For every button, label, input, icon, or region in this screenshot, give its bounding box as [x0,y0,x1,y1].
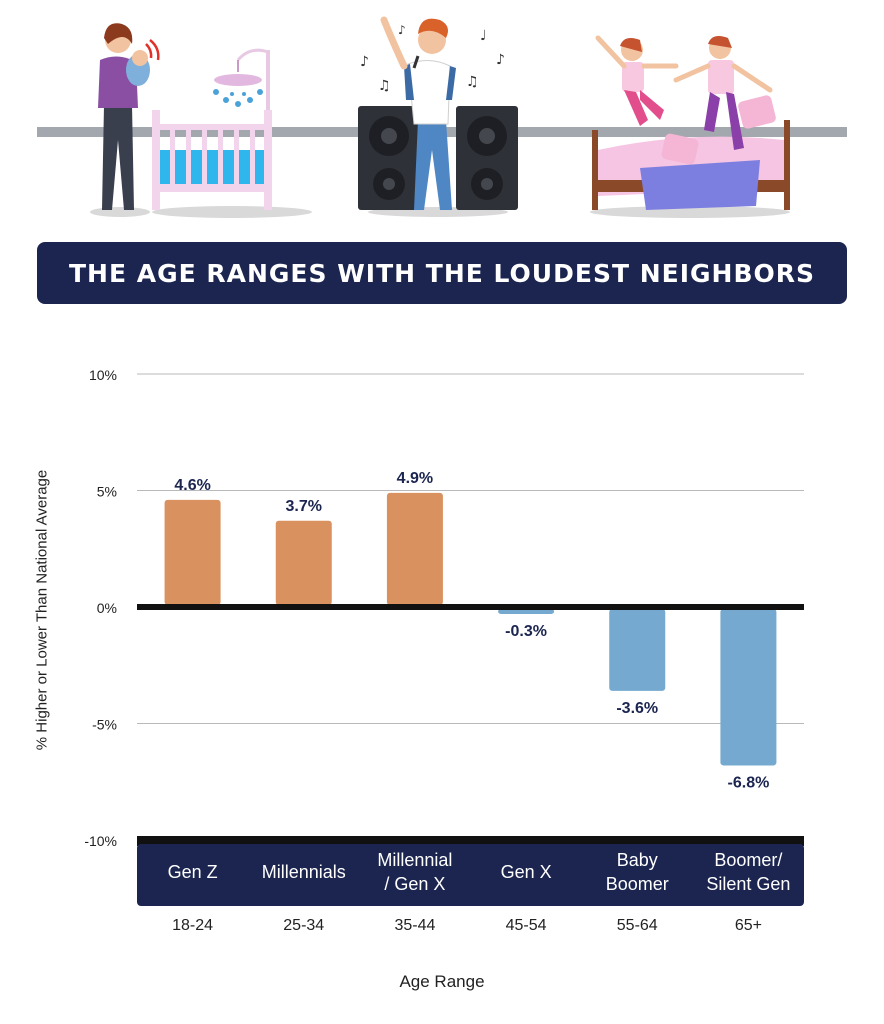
category-label: Silent Gen [706,874,790,894]
value-label: -3.6% [616,700,658,717]
age-range-label: 18-24 [172,917,213,934]
bar [498,609,555,614]
category-label: Gen X [501,862,552,882]
svg-text:♫: ♫ [378,78,391,94]
x-axis-label: Age Range [399,972,485,991]
category-band-top-border [137,836,804,846]
kids-jumping-on-bed-icon [590,35,790,218]
age-range-label: 35-44 [394,917,435,934]
value-label: 4.6% [174,477,210,494]
category-label: Millennial [377,850,452,870]
category-label: Gen Z [168,862,218,882]
age-range-label: 45-54 [506,917,547,934]
title-banner: THE AGE RANGES WITH THE LOUDEST NEIGHBOR… [37,242,847,304]
svg-text:♪: ♪ [398,23,406,37]
header-illustrations: ♪ ♫ ♪ ♩ ♪ ♫ [37,16,847,218]
y-tick-labels: 10% 5% 0% -5% -10% [84,367,117,849]
category-label: / Gen X [384,874,445,894]
age-range-label: 55-64 [617,917,658,934]
bars [164,492,777,766]
y-tick-label: 5% [97,484,117,500]
value-label: 4.9% [397,470,433,487]
y-tick-label: 10% [89,367,117,383]
age-range-label: 65+ [735,917,762,934]
zero-line [137,604,804,610]
category-label: Boomer [606,874,669,894]
crib-icon [152,48,312,218]
page-title: THE AGE RANGES WITH THE LOUDEST NEIGHBOR… [68,258,816,288]
zero-baseline [137,604,804,610]
value-label: 3.7% [286,498,322,515]
y-tick-label: -5% [92,717,117,733]
mother-with-crying-baby-icon [90,23,160,217]
y-tick-label: 0% [97,600,117,616]
age-range-labels: 18-24 25-34 35-44 45-54 55-64 65+ [172,917,762,934]
category-label: Boomer/ [714,850,782,870]
bar [386,492,443,605]
singer-with-speakers-icon: ♪ ♫ ♪ ♩ ♪ ♫ [358,16,518,217]
svg-text:♪: ♪ [360,54,369,70]
age-range-label: 25-34 [283,917,324,934]
value-labels: 4.6% 3.7% 4.9% -0.3% -3.6% -6.8% [174,470,769,792]
bar [164,499,221,605]
y-axis-label: % Higher or Lower Than National Average [33,469,51,751]
bar [720,609,777,766]
bar [275,520,332,605]
category-label: Baby [617,850,658,870]
bar [609,609,666,691]
y-tick-label: -10% [84,833,117,849]
svg-text:♫: ♫ [466,74,479,90]
value-label: -0.3% [505,623,547,640]
svg-text:♩: ♩ [480,28,487,44]
value-label: -6.8% [728,774,770,791]
svg-text:♪: ♪ [496,52,505,68]
category-label: Millennials [262,862,346,882]
category-band: Gen Z Millennials Millennial / Gen X Gen X Ba… [137,836,804,906]
category-band-background [137,844,804,906]
